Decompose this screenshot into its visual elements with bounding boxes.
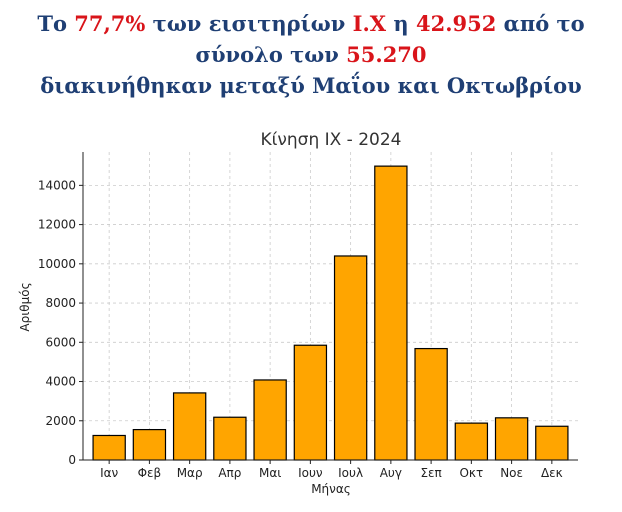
x-tick-label: Νοε [500, 466, 523, 480]
headline-text-3: η [386, 11, 416, 36]
bar-4 [213, 416, 247, 461]
x-tick-label: Ιουλ [338, 466, 363, 480]
bar-5 [253, 379, 287, 461]
x-tick-label: Δεκ [541, 466, 563, 480]
x-axis-label: Μήνας [311, 482, 351, 496]
y-tick-label: 0 [68, 453, 76, 467]
bar-11 [494, 417, 529, 461]
axes: 0 2000 4000 6000 8000 10000 12000 14000 Ιαν Φεβ Μα… [38, 152, 578, 480]
x-tick-label: Μαι [259, 466, 281, 480]
y-tick-label: 6000 [45, 335, 76, 349]
headline-text-5: διακινήθηκαν μεταξύ Μαΐου και Οκτωβρίου [40, 73, 582, 98]
y-tick-label: 10000 [38, 257, 76, 271]
y-tick-label: 2000 [45, 414, 76, 428]
x-tick-label: Απρ [218, 466, 241, 480]
headline-text-1: Το [37, 11, 75, 36]
headline-count-may-oct: 42.952 [416, 11, 497, 36]
bar-2 [132, 428, 167, 461]
x-tick-label: Φεβ [138, 466, 162, 480]
headline-text-2: των εισιτηρίων [145, 11, 353, 36]
headline: Το 77,7% των εισιτηρίων I.X η 42.952 από… [0, 8, 622, 101]
y-tick-label: 12000 [38, 218, 76, 232]
x-tick-label: Ιαν [100, 466, 118, 480]
y-tick-label: 4000 [45, 375, 76, 389]
x-tick-label: Οκτ [459, 466, 483, 480]
grid-lines [83, 152, 578, 461]
headline-text-4: από το σύνολο των [195, 11, 585, 67]
x-tick-label: Σεπ [420, 466, 441, 480]
bar-9 [414, 347, 448, 461]
y-tick-label: 14000 [38, 178, 76, 192]
x-tick-label: Αυγ [380, 466, 402, 480]
headline-ix: I.X [352, 11, 387, 36]
headline-total: 55.270 [346, 42, 427, 67]
x-tick-label: Ιουν [298, 466, 323, 480]
bar-6 [293, 344, 328, 461]
bar-10 [454, 422, 489, 461]
bars [92, 165, 569, 461]
y-tick-label: 8000 [45, 296, 76, 310]
bar-1 [92, 434, 126, 461]
bar-12 [535, 425, 569, 461]
headline-percentage: 77,7% [74, 11, 146, 36]
bar-8 [374, 165, 408, 461]
y-axis-label: Αριθμός [18, 282, 32, 331]
bar-7 [333, 255, 368, 461]
x-tick-label: Μαρ [177, 466, 203, 480]
bar-3 [172, 392, 207, 461]
chart-title: Κίνηση IX - 2024 [261, 130, 402, 150]
